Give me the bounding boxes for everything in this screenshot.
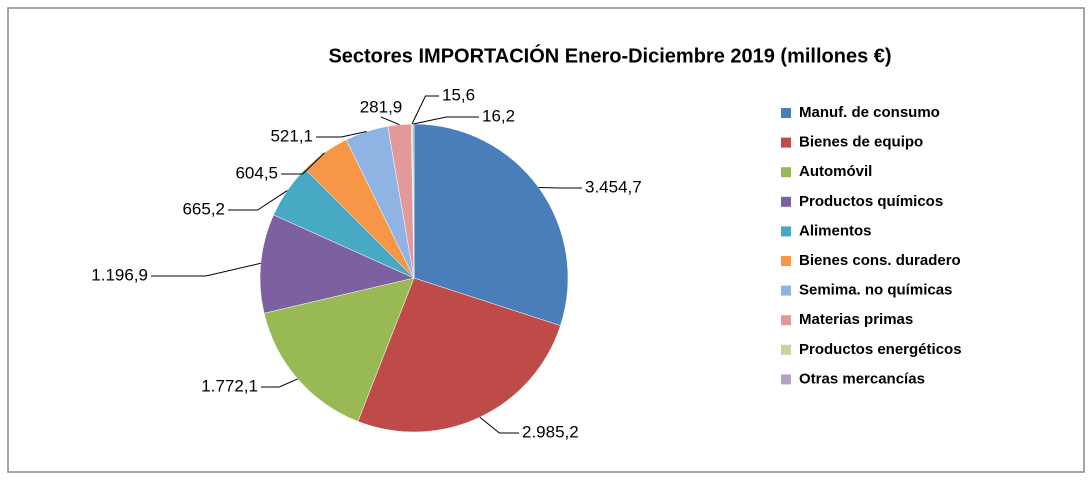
chart-title: Sectores IMPORTACIÓN Enero-Diciembre 201… xyxy=(328,43,891,67)
legend-swatch xyxy=(781,315,791,325)
legend-label: Bienes de equipo xyxy=(799,134,923,151)
legend-label: Semima. no químicas xyxy=(799,282,952,299)
legend-label: Materias primas xyxy=(799,311,913,328)
data-label: 1.196,9 xyxy=(91,265,148,284)
data-label: 15,6 xyxy=(442,85,475,104)
legend-swatch xyxy=(781,108,791,118)
legend-label: Otras mercancías xyxy=(799,370,925,387)
data-label: 604,5 xyxy=(235,163,278,182)
legend-label: Manuf. de consumo xyxy=(799,104,940,121)
data-label: 281,9 xyxy=(360,97,403,116)
legend-swatch xyxy=(781,197,791,207)
legend-swatch xyxy=(781,226,791,236)
legend-label: Productos químicos xyxy=(799,193,943,210)
legend-swatch xyxy=(781,138,791,148)
legend-label: Alimentos xyxy=(799,222,872,239)
data-label: 665,2 xyxy=(182,199,225,218)
legend-label: Automóvil xyxy=(799,163,872,180)
data-label: 2.985,2 xyxy=(522,422,579,441)
data-label: 521,1 xyxy=(270,126,313,145)
legend-swatch xyxy=(781,345,791,355)
legend-label: Productos energéticos xyxy=(799,341,962,358)
legend-swatch xyxy=(781,286,791,296)
data-label: 16,2 xyxy=(482,106,515,125)
data-label: 1.772,1 xyxy=(201,376,258,395)
legend-swatch xyxy=(781,167,791,177)
legend-swatch xyxy=(781,256,791,266)
data-label: 3.454,7 xyxy=(585,177,642,196)
legend-swatch xyxy=(781,374,791,384)
legend-label: Bienes cons. duradero xyxy=(799,252,961,269)
